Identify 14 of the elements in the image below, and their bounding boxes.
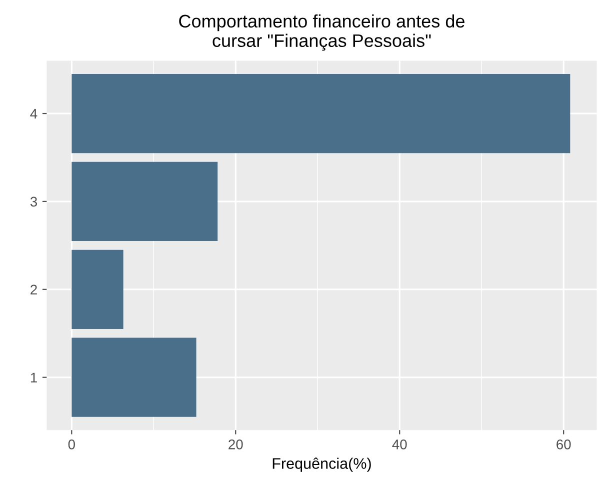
x-tick-label: 20 (228, 440, 243, 450)
y-tick-label: 2 (30, 284, 37, 294)
bar (72, 250, 124, 329)
y-tick-label: 1 (30, 372, 37, 382)
chart-title: Comportamento financeiro antes de cursar "Finanças Pessoais" (179, 14, 464, 51)
y-tick-label: 3 (30, 196, 38, 207)
x-tick-label: 0 (68, 440, 75, 450)
y-tick-label: 4 (30, 108, 38, 119)
bar (72, 74, 570, 154)
x-axis-title: Frequência(%) (272, 458, 371, 472)
x-tick-label: 60 (556, 440, 571, 450)
bar (72, 338, 196, 417)
x-tick-label: 40 (392, 440, 407, 450)
bar (72, 162, 218, 242)
